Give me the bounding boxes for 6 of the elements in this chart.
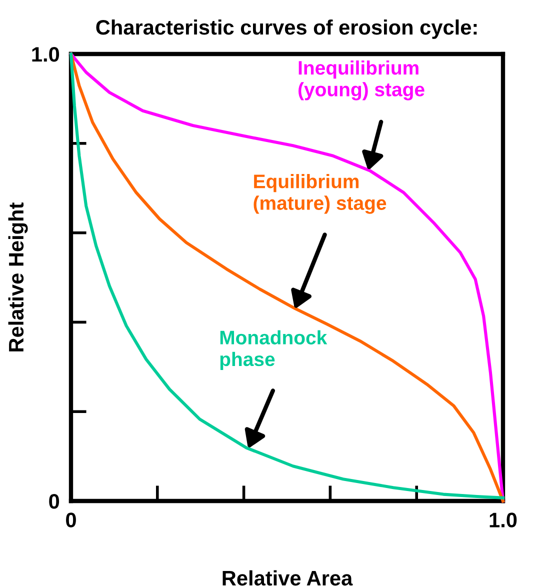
x-axis-title: Relative Area (222, 570, 353, 586)
chart-title: Characteristic curves of erosion cycle: (96, 19, 477, 39)
annotation: Inequilibrium (young) stage (298, 60, 424, 100)
y-axis-title: Relative Height (8, 202, 28, 352)
annotation: Monadnock phase (220, 330, 328, 370)
annotation: Equilibrium (mature) stage (254, 174, 386, 214)
